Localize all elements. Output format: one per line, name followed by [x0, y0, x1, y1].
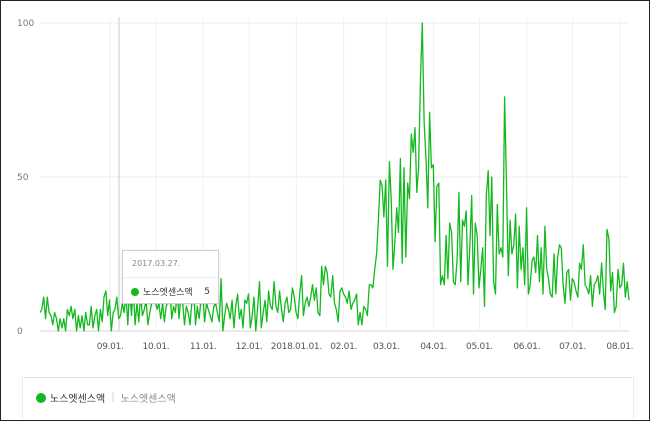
tooltip: 2017.03.27. 노스엣센스액 5 — [122, 250, 219, 304]
y-tick-label: 50 — [17, 173, 29, 183]
legend[interactable]: 노스엣센스액 | 노스엣센스액 — [36, 390, 176, 405]
x-tick-label: 07.01. — [559, 342, 586, 352]
x-tick-label: 2018.01.01. — [271, 342, 322, 352]
tooltip-value: 5 — [204, 286, 210, 297]
x-tick-label: 02.01. — [330, 342, 357, 352]
series-dot-icon — [131, 287, 139, 296]
x-tick-label: 10.01. — [143, 342, 170, 352]
legend-label[interactable]: 노스엣센스액 — [50, 394, 106, 405]
y-tick-label: 100 — [17, 19, 34, 29]
legend-sublabel: 노스엣센스액 — [120, 394, 176, 405]
x-tick-label: 12.01. — [236, 342, 263, 352]
tooltip-series: 노스엣센스액 — [143, 288, 193, 298]
legend-dot-icon — [36, 392, 46, 403]
tooltip-row: 노스엣센스액 5 — [131, 285, 210, 298]
series-layer — [39, 22, 630, 332]
x-axis: 09.01. 10.01. 11.01. 12.01. 2018.01.01. 02.01… — [97, 342, 634, 352]
x-tick-label: 05.01. — [466, 342, 493, 352]
x-tick-label: 08.01. — [606, 342, 633, 352]
x-tick-label: 09.01. — [97, 342, 124, 352]
x-tick-label: 03.01. — [373, 342, 400, 352]
x-tick-label: 06.01. — [513, 342, 540, 352]
legend-separator: | — [111, 392, 115, 403]
y-axis: 0 50 100 — [17, 19, 34, 337]
tooltip-divider — [123, 277, 218, 278]
legend-panel — [22, 377, 634, 418]
x-tick-label: 04.01. — [420, 342, 447, 352]
x-tick-label: 11.01. — [190, 342, 217, 352]
y-tick-label: 0 — [17, 327, 23, 337]
tooltip-date: 2017.03.27. — [132, 259, 181, 268]
series-line — [39, 22, 630, 332]
